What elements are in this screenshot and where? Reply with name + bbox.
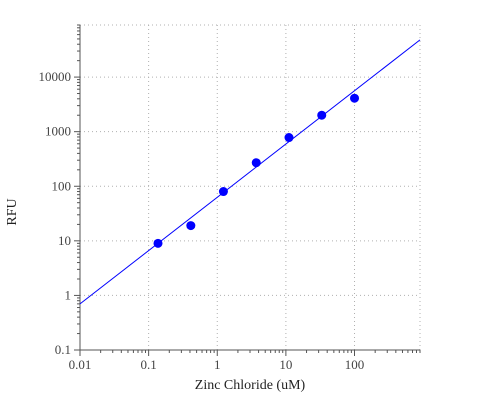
- data-point-1: [186, 221, 196, 231]
- x-tick-label-4: 100: [345, 357, 365, 372]
- data-point-6: [350, 93, 360, 103]
- y-tick-label-3: 100: [52, 178, 72, 193]
- y-tick-label-2: 10: [58, 233, 71, 248]
- x-tick-label-2: 1: [214, 357, 221, 372]
- data-point-4: [284, 133, 294, 143]
- y-tick-label-0: 0.1: [55, 342, 71, 357]
- x-axis-title: Zinc Chloride (uM): [195, 378, 306, 393]
- fit-line-series: [79, 39, 421, 305]
- data-point-2: [218, 187, 228, 197]
- data-point-3: [251, 158, 261, 168]
- axes: [74, 24, 421, 356]
- data-point-0: [153, 238, 163, 248]
- y-tick-label-5: 10000: [39, 69, 72, 84]
- y-tick-label-4: 1000: [45, 124, 71, 139]
- data-points: [153, 93, 360, 248]
- x-tick-label-1: 0.1: [141, 357, 157, 372]
- y-tick-label-1: 1: [65, 287, 72, 302]
- x-tick-label-0: 0.01: [69, 357, 92, 372]
- y-axis-title: RFU: [5, 198, 20, 225]
- x-tick-label-3: 10: [279, 357, 292, 372]
- grid: [79, 24, 421, 351]
- data-point-5: [317, 110, 327, 120]
- fit-line: [79, 39, 421, 305]
